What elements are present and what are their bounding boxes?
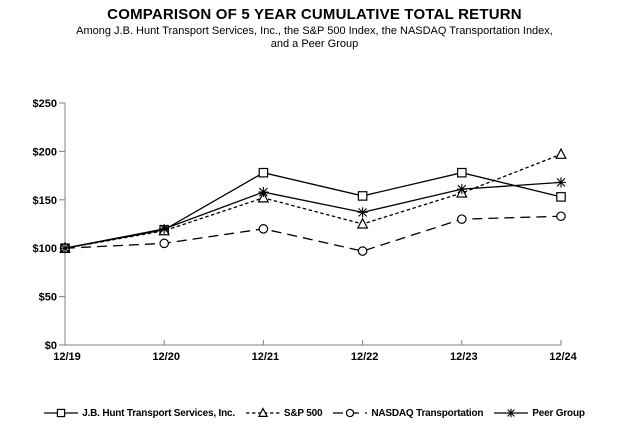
- chart-legend: J.B. Hunt Transport Services, Inc. S&P 50…: [0, 407, 629, 419]
- y-tick-label: $200: [33, 146, 57, 158]
- circle-marker: [346, 408, 355, 418]
- legend-line-swatch: [494, 408, 529, 418]
- y-tick-label: $100: [33, 243, 57, 255]
- star-marker: [456, 184, 467, 195]
- legend-label: NASDAQ Transportation: [371, 407, 484, 419]
- legend-item-3: Peer Group: [494, 407, 585, 419]
- y-tick-label: $250: [33, 98, 57, 110]
- series-line-2: [64, 215, 562, 252]
- triangle-marker: [257, 407, 268, 417]
- chart-plot-area: $0 $50 $100 $150 $200 $250 12/19 12/20 12/21 12/2…: [33, 98, 578, 363]
- series-line-0: [64, 172, 562, 249]
- y-tick-label: $150: [33, 195, 57, 207]
- chart-subtitle-line1: Among J.B. Hunt Transport Services, Inc.…: [76, 25, 553, 37]
- circle-marker: [456, 214, 467, 224]
- circle-marker: [357, 246, 368, 256]
- legend-item-1: S&P 500: [245, 407, 323, 419]
- legend-label: Peer Group: [532, 407, 585, 419]
- x-tick-label: 12/19: [53, 351, 81, 363]
- star-marker: [507, 408, 516, 418]
- star-marker: [159, 223, 170, 234]
- legend-line-swatch: [333, 408, 368, 418]
- chart-title: COMPARISON OF 5 YEAR CUMULATIVE TOTAL RE…: [107, 6, 522, 23]
- x-tick-label: 12/20: [152, 351, 180, 363]
- x-tick-label: 12/24: [549, 351, 577, 363]
- square-marker: [159, 225, 169, 235]
- x-tick-label: 12/22: [351, 351, 379, 363]
- square-marker: [357, 191, 368, 201]
- series-line-3: [64, 181, 562, 249]
- star-marker: [357, 207, 368, 218]
- square-marker: [60, 243, 70, 253]
- x-tick-label: 12/21: [252, 351, 280, 363]
- circle-marker: [159, 238, 169, 249]
- legend-label: J.B. Hunt Transport Services, Inc.: [82, 407, 235, 419]
- square-marker: [258, 167, 269, 178]
- square-marker: [556, 192, 566, 202]
- circle-marker: [258, 224, 269, 234]
- series-line-1: [64, 153, 562, 249]
- legend-item-2: NASDAQ Transportation: [333, 407, 483, 419]
- star-marker: [258, 187, 269, 198]
- triangle-marker: [456, 186, 468, 198]
- star-marker: [60, 243, 70, 254]
- square-marker: [57, 408, 66, 418]
- x-tick-label: 12/23: [450, 351, 478, 363]
- triangle-marker: [158, 224, 170, 236]
- legend-line-swatch: [44, 408, 79, 418]
- y-tick-label: $50: [39, 292, 57, 304]
- chart-subtitle-line2: and a Peer Group: [270, 38, 359, 50]
- chart-subtitle: Among J.B. Hunt Transport Services, Inc.…: [0, 25, 629, 51]
- circle-marker: [556, 211, 566, 222]
- y-tick-label: $0: [45, 340, 57, 352]
- triangle-marker: [555, 147, 567, 159]
- legend-label: S&P 500: [283, 407, 323, 419]
- triangle-marker: [59, 241, 71, 253]
- triangle-marker: [257, 191, 270, 203]
- square-marker: [457, 167, 467, 178]
- star-marker: [556, 177, 566, 188]
- legend-line-swatch: [245, 407, 280, 417]
- triangle-marker: [356, 217, 369, 229]
- legend-item-0: J.B. Hunt Transport Services, Inc.: [44, 407, 235, 419]
- circle-marker: [60, 243, 70, 253]
